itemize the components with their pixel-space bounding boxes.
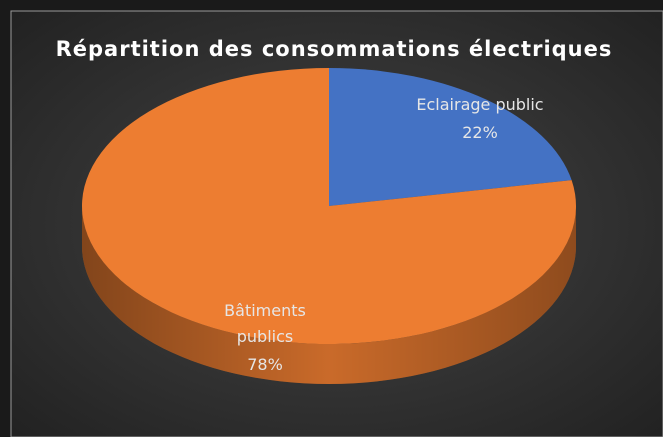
slice-label: Eclairage public [416, 95, 544, 114]
slice-label: Bâtiments publics [224, 301, 306, 346]
slice-value-label: 22% [462, 123, 498, 142]
slice [82, 68, 576, 344]
slice-value-label: 78% [247, 355, 283, 374]
chart-title: Répartition des consommations électrique… [56, 37, 613, 61]
slice [329, 68, 572, 206]
slice-side-shade [82, 206, 576, 384]
